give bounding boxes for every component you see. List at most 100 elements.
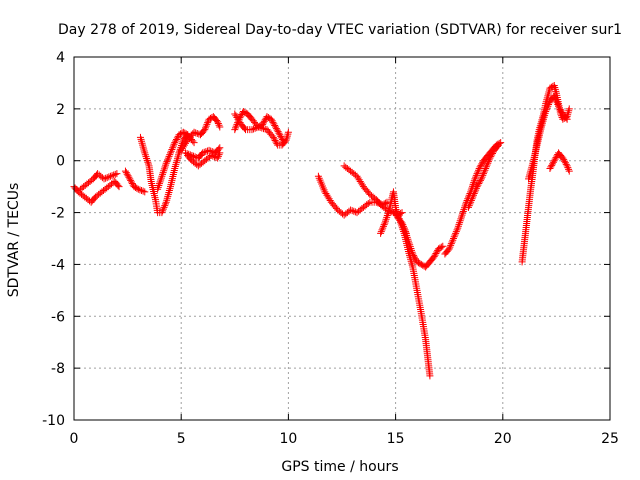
data-point (475, 166, 483, 174)
data-point (464, 203, 472, 211)
data-point (106, 172, 114, 180)
data-point (564, 164, 572, 172)
x-tick-label: 5 (177, 431, 186, 447)
data-point (430, 253, 438, 261)
data-point (138, 187, 146, 195)
data-point (468, 195, 476, 203)
data-point (447, 241, 455, 249)
data-point (267, 115, 275, 123)
data-point (543, 104, 551, 112)
data-point (256, 124, 264, 132)
data-point (484, 159, 492, 167)
data-point (434, 245, 442, 253)
data-point (472, 173, 480, 181)
data-point (161, 202, 169, 210)
data-point (395, 215, 403, 223)
data-point (410, 252, 418, 260)
data-point (159, 205, 167, 213)
data-point (199, 149, 207, 157)
grid-lines (74, 57, 610, 420)
data-point (108, 172, 116, 180)
data-point (445, 245, 453, 253)
data-point (200, 148, 208, 156)
data-point (254, 123, 262, 131)
y-tick-label: -2 (51, 206, 65, 222)
data-point (555, 102, 563, 110)
data-point (561, 159, 569, 167)
data-point (105, 173, 113, 181)
data-point (545, 99, 553, 107)
data-point (166, 151, 174, 159)
data-point (365, 189, 373, 197)
data-point (552, 95, 560, 103)
data-point (214, 154, 222, 162)
data-point (114, 181, 122, 189)
data-point (380, 221, 388, 229)
data-point (546, 164, 554, 172)
data-point (448, 238, 456, 246)
data-point (190, 139, 198, 147)
data-point (433, 248, 441, 256)
data-point (542, 106, 550, 114)
data-point (171, 139, 179, 147)
y-tick-label: 0 (56, 154, 65, 170)
data-point (216, 123, 224, 131)
data-point (133, 184, 141, 192)
data-point (364, 199, 372, 207)
x-axis-ticks: 0 5 10 15 20 25 (70, 57, 619, 447)
data-point (410, 253, 418, 261)
data-point (377, 228, 385, 236)
data-point (439, 242, 447, 250)
data-point (414, 259, 422, 267)
data-point (215, 121, 223, 129)
data-point (103, 174, 111, 182)
data-point (215, 151, 223, 159)
y-axis-label: SDTVAR / TECUs (6, 183, 22, 298)
data-point (231, 126, 239, 134)
data-point (121, 167, 129, 175)
data-point (189, 137, 197, 145)
data-point (351, 208, 359, 216)
data-point (241, 108, 249, 116)
data-point (377, 229, 385, 237)
data-point (269, 118, 277, 126)
data-point (268, 117, 276, 125)
data-point (449, 236, 457, 244)
data-point (123, 170, 131, 178)
data-point (100, 175, 108, 183)
data-point (102, 174, 110, 182)
data-point (551, 155, 559, 163)
data-point (164, 154, 172, 162)
data-point (258, 124, 266, 132)
data-point (260, 125, 268, 133)
data-point (467, 198, 475, 206)
data-point (476, 178, 484, 186)
data-point (175, 131, 183, 139)
data-point (232, 122, 240, 130)
data-point (466, 200, 474, 208)
data-point (481, 166, 489, 174)
data-point (190, 128, 198, 136)
data-point (214, 152, 222, 160)
data-point (125, 173, 133, 181)
data-point (250, 125, 258, 133)
data-point (476, 163, 484, 171)
data-point (565, 165, 573, 173)
data-point (239, 107, 247, 115)
x-axis-label: GPS time / hours (281, 459, 398, 475)
data-point (270, 120, 278, 128)
data-point (480, 168, 488, 176)
data-point (332, 204, 340, 212)
data-point (563, 162, 571, 170)
data-point (272, 138, 280, 146)
data-point (471, 175, 479, 183)
x-tick-label: 10 (279, 431, 297, 447)
data-point (169, 144, 177, 152)
data-point (477, 161, 485, 169)
data-point (113, 170, 121, 178)
data-point (550, 92, 558, 100)
data-point (136, 186, 144, 194)
data-point (561, 157, 569, 165)
data-point (274, 128, 282, 136)
data-point (168, 145, 176, 153)
